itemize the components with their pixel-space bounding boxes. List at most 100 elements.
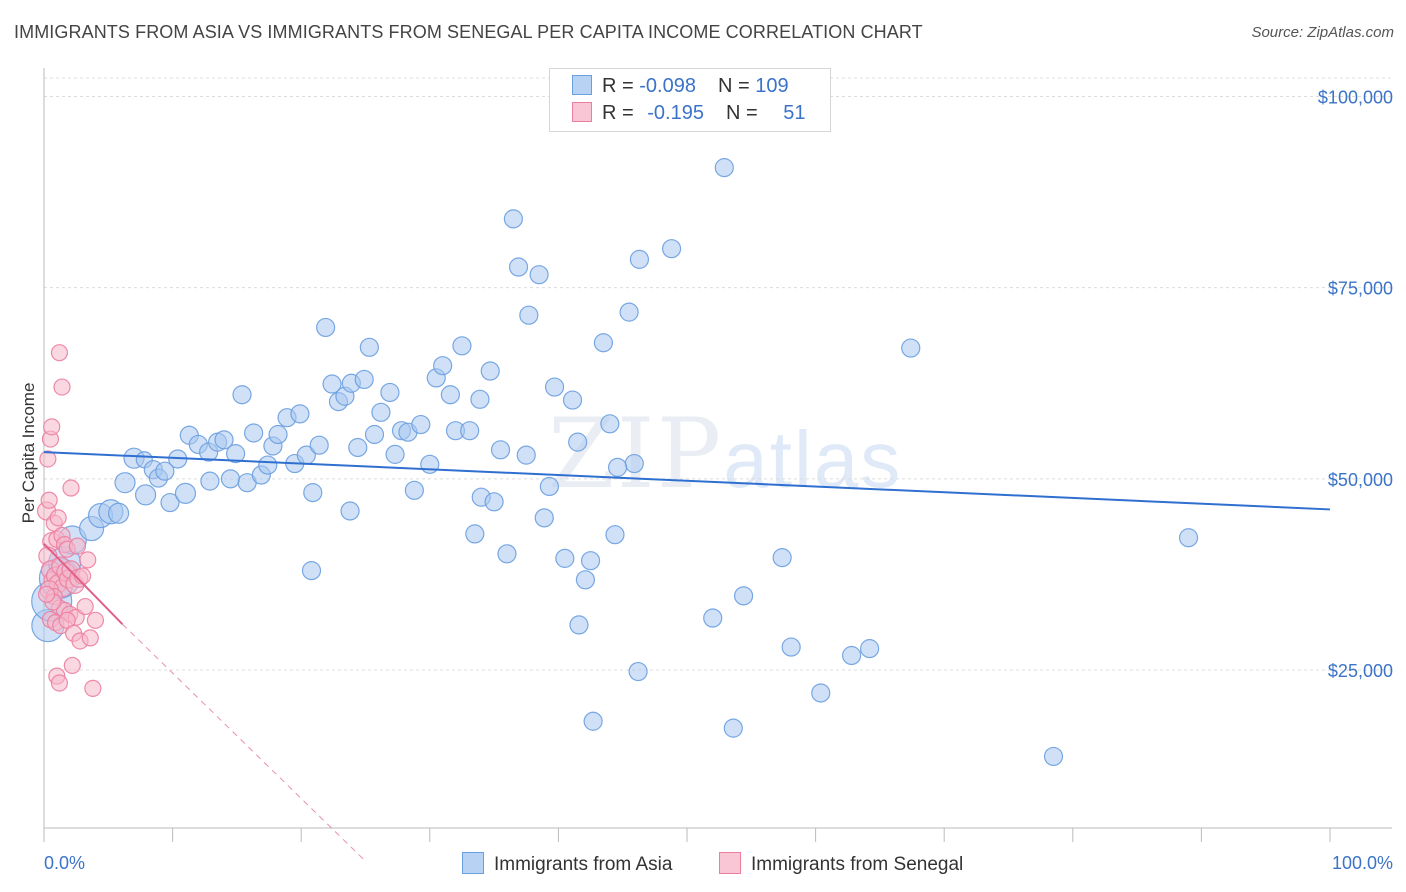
- data-point-asia: [593, 333, 614, 353]
- data-point-senegal: [86, 611, 105, 629]
- data-point-asia: [497, 544, 517, 564]
- y-tick-label: $50,000: [1328, 470, 1393, 490]
- data-point-asia: [316, 317, 336, 338]
- data-point-asia: [465, 524, 485, 544]
- data-point-asia: [404, 480, 424, 500]
- data-point-asia: [460, 421, 480, 441]
- legend-swatch-asia: [572, 75, 592, 95]
- data-point-asia: [470, 389, 490, 409]
- data-point-asia: [232, 385, 252, 405]
- data-point-asia: [842, 645, 862, 666]
- bottom-legend-asia[interactable]: Immigrants from Asia: [462, 852, 672, 876]
- legend-n-label: N =: [717, 75, 756, 97]
- legend-n-label: N =: [725, 102, 764, 124]
- data-point-asia: [452, 336, 472, 356]
- data-point-asia: [354, 369, 374, 390]
- chart-title: IMMIGRANTS FROM ASIA VS IMMIGRANTS FROM …: [14, 22, 923, 42]
- data-point-asia: [629, 249, 650, 269]
- data-point-asia: [508, 257, 529, 277]
- data-point-asia: [490, 440, 511, 460]
- data-point-asia: [433, 356, 453, 376]
- data-point-asia: [309, 435, 329, 455]
- y-tick-label: $25,000: [1328, 661, 1393, 681]
- data-point-asia: [340, 501, 360, 521]
- stats-legend: R = -0.098 N = 109 R = -0.195 N = 51: [549, 68, 831, 132]
- data-point-senegal: [39, 450, 57, 468]
- data-point-asia: [301, 561, 322, 581]
- data-point-senegal: [50, 674, 69, 692]
- data-point-asia: [420, 454, 440, 474]
- data-point-asia: [519, 305, 539, 325]
- data-point-senegal: [68, 537, 87, 555]
- legend-r-value-asia: -0.098: [639, 75, 696, 97]
- data-point-senegal: [76, 597, 94, 616]
- data-point-asia: [380, 382, 400, 403]
- data-point-asia: [303, 483, 323, 503]
- data-point-asia: [575, 570, 596, 590]
- data-point-senegal: [73, 567, 92, 585]
- legend-row-asia: R = -0.098 N = 109: [572, 75, 789, 98]
- data-point-asia: [583, 711, 603, 731]
- data-point-asia: [220, 469, 241, 489]
- data-point-asia: [714, 158, 734, 178]
- data-point-asia: [359, 337, 379, 357]
- data-point-asia: [214, 430, 234, 450]
- legend-row-senegal: R = -0.195 N = 51: [572, 102, 805, 125]
- data-point-senegal: [62, 479, 80, 497]
- bottom-legend-label-asia: Immigrants from Asia: [494, 854, 673, 875]
- data-point-asia: [539, 476, 559, 497]
- data-point-asia: [781, 637, 801, 657]
- data-point-asia: [503, 209, 523, 229]
- data-point-asia: [385, 444, 405, 464]
- legend-r-label: R =: [602, 102, 640, 124]
- data-point-asia: [371, 402, 391, 422]
- data-point-asia: [160, 492, 180, 513]
- data-point-asia: [226, 444, 246, 464]
- data-point-asia: [733, 586, 754, 606]
- data-point-asia: [484, 492, 504, 512]
- data-point-asia: [628, 661, 648, 682]
- data-point-asia: [661, 239, 682, 259]
- x-tick-label-max: 100.0%: [1332, 853, 1393, 873]
- data-point-asia: [290, 404, 310, 424]
- legend-r-label: R =: [602, 75, 640, 97]
- data-point-asia: [411, 414, 431, 435]
- series-senegal: [36, 344, 105, 697]
- trend-line-senegal: [43, 543, 124, 625]
- data-point-asia: [364, 424, 385, 445]
- y-tick-label: $75,000: [1328, 279, 1393, 299]
- data-point-senegal: [49, 509, 67, 527]
- data-point-asia: [1178, 528, 1199, 548]
- data-point-asia: [568, 432, 588, 452]
- data-point-asia: [348, 437, 368, 458]
- data-point-asia: [723, 718, 743, 738]
- data-point-asia: [562, 390, 583, 410]
- y-tick-label: $100,000: [1318, 88, 1393, 108]
- bottom-legend-senegal[interactable]: Immigrants from Senegal: [719, 852, 963, 876]
- data-point-asia: [555, 548, 575, 568]
- data-point-senegal: [37, 585, 56, 603]
- data-point-asia: [440, 385, 460, 405]
- watermark: ZIPatlas: [548, 398, 902, 510]
- data-point-asia: [901, 338, 921, 358]
- data-point-asia: [322, 374, 342, 394]
- data-point-asia: [200, 471, 220, 491]
- legend-r-value-senegal: -0.195: [647, 102, 704, 124]
- legend-swatch-senegal: [572, 102, 592, 122]
- data-point-senegal: [84, 679, 102, 697]
- x-tick-label-min: 0.0%: [44, 853, 85, 873]
- data-point-senegal: [43, 418, 61, 436]
- bottom-legend-swatch-asia: [462, 852, 484, 874]
- data-point-asia: [534, 508, 554, 528]
- data-point-asia: [155, 461, 175, 481]
- data-point-asia: [258, 455, 278, 475]
- data-point-asia: [107, 502, 130, 524]
- data-point-asia: [174, 482, 197, 504]
- data-point-asia: [860, 639, 880, 659]
- data-point-asia: [569, 615, 589, 635]
- data-point-senegal: [81, 629, 99, 647]
- data-point-asia: [529, 265, 549, 285]
- data-point-senegal: [53, 378, 71, 396]
- data-point-asia: [114, 472, 136, 494]
- data-point-asia: [811, 683, 831, 703]
